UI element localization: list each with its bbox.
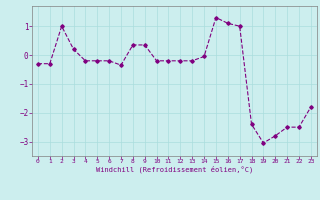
X-axis label: Windchill (Refroidissement éolien,°C): Windchill (Refroidissement éolien,°C)	[96, 166, 253, 173]
